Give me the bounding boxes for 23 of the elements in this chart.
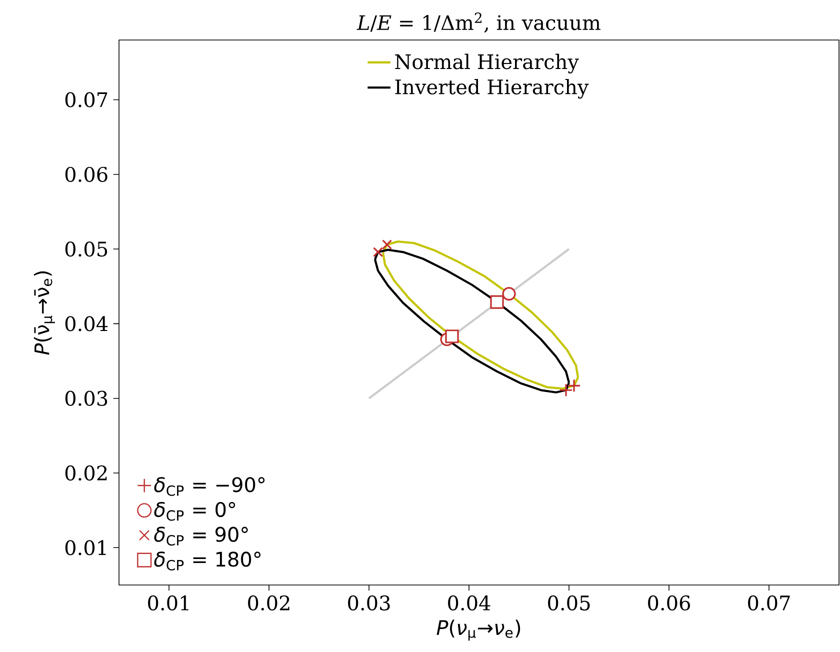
x-tick-label: 0.06 (648, 595, 690, 611)
legend-label: Inverted Hierarchy (395, 78, 589, 99)
y-axis-title: P(ν̄$_{μ}$→ν̄$_{e}$) (34, 271, 55, 355)
legend-label: δ$_{CP}$ = 90° (154, 526, 248, 546)
legend-label: Normal Hierarchy (395, 54, 579, 74)
x-axis-title: P(ν$_{μ}$→ν$_{e}$) (436, 620, 520, 641)
x-tick-label: 0.07 (748, 595, 790, 611)
legend-label: δ$_{CP}$ = 0° (154, 502, 236, 521)
y-tick-label: 0.05 (65, 241, 108, 257)
legend-label: δ$_{CP}$ = 180° (154, 552, 261, 570)
x-tick-label: 0.03 (348, 595, 390, 611)
x-tick-label: 0.04 (448, 595, 490, 611)
y-tick-label: 0.01 (65, 540, 106, 556)
y-tick-label: 0.06 (65, 166, 108, 182)
x-tick-label: 0.02 (248, 595, 290, 611)
legend-label: δ$_{CP}$ = −90° (154, 477, 265, 496)
chart-title: L/E = 1/Δm$^{2}$, in vacuum (356, 12, 600, 33)
y-tick-label: 0.04 (65, 316, 108, 332)
x-tick-label: 0.01 (148, 595, 188, 611)
y-tick-label: 0.03 (65, 390, 108, 406)
y-tick-label: 0.02 (65, 465, 107, 481)
y-tick-label: 0.07 (65, 92, 108, 108)
x-tick-label: 0.05 (548, 595, 590, 611)
